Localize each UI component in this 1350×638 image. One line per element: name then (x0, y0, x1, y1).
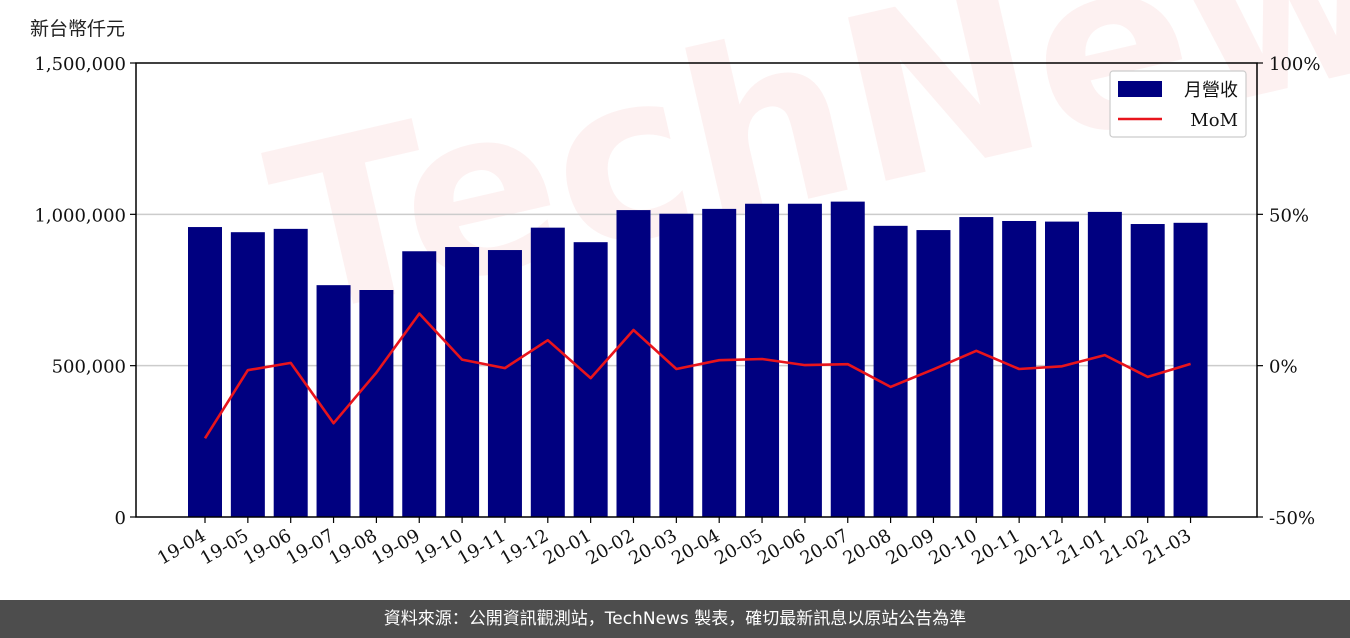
y-left-tick-label: 1,000,000 (34, 205, 126, 226)
unit-label: 新台幣仟元 (30, 18, 126, 40)
line-layer (203, 312, 1191, 439)
x-tick-label: 20-08 (840, 525, 895, 569)
x-tick-label: 19-11 (454, 525, 509, 569)
bar-19-08 (359, 290, 394, 517)
x-tick-label: 20-09 (883, 525, 938, 569)
x-tick-label: 19-12 (497, 525, 552, 569)
bar-19-11 (487, 250, 522, 517)
x-tick-label: 19-07 (283, 525, 338, 569)
bar-layer (188, 201, 1208, 518)
revenue-chart: 0 500,000 1,000,000 1,500,000 -50% 0% 50% 100% 1… (34, 54, 1320, 569)
legend-label-mom: MoM (1190, 110, 1238, 131)
bar-20-12 (1045, 221, 1079, 517)
bar-21-03 (1173, 222, 1208, 518)
x-tick-label: 19-09 (368, 525, 423, 569)
bar-19-10 (445, 247, 480, 517)
legend: 月營收 MoM (1109, 70, 1247, 138)
bar-20-08 (873, 225, 908, 518)
bar-19-04 (188, 227, 222, 517)
x-tick-label: 20-04 (668, 525, 723, 569)
x-tick-label: 19-06 (240, 525, 295, 569)
x-tick-label: 20-01 (540, 525, 595, 569)
x-tick-label: 21-01 (1054, 525, 1109, 569)
bar-19-12 (530, 227, 565, 517)
bar-20-02 (616, 210, 651, 517)
y-left-tick-label: 0 (115, 508, 126, 529)
x-tick-label: 19-08 (325, 525, 380, 569)
y-left-tick-label: 500,000 (52, 357, 126, 378)
bar-20-07 (830, 201, 865, 517)
x-tick-label: 20-07 (797, 525, 852, 569)
bar-19-06 (273, 228, 308, 517)
plot-frame (135, 62, 1258, 518)
x-tick-label: 20-10 (925, 525, 980, 569)
y-right-tick-label: 0% (1269, 357, 1298, 378)
legend-swatch-bar (1118, 81, 1162, 97)
legend-label-revenue: 月營收 (1184, 80, 1238, 101)
x-tick-label: 19-10 (411, 525, 466, 569)
x-tick-label: 20-11 (968, 525, 1023, 569)
bar-20-06 (787, 203, 822, 518)
bar-19-09 (402, 251, 437, 517)
bar-20-01 (573, 242, 608, 518)
bar-19-07 (316, 285, 351, 517)
mom-line (203, 312, 1191, 439)
x-tick-label: 19-05 (197, 525, 252, 569)
bar-21-01 (1087, 211, 1122, 518)
y-right-tick-label: 100% (1269, 54, 1320, 75)
y-left-tick-label: 1,500,000 (34, 54, 126, 75)
y-right-tick-label: -50% (1269, 508, 1315, 529)
x-tick-label: 21-02 (1097, 525, 1152, 569)
bar-20-10 (959, 217, 994, 518)
x-tick-label: 20-03 (625, 525, 680, 569)
x-tick-label: 20-02 (583, 525, 638, 569)
x-tick-label: 20-06 (754, 525, 809, 569)
x-tick-label: 20-05 (711, 525, 766, 569)
x-tick-label: 20-12 (1011, 525, 1066, 569)
x-tick-label: 21-03 (1140, 525, 1195, 569)
footer-source: 資料來源：公開資訊觀測站，TechNews 製表，確切最新訊息以原站公告為準 (0, 600, 1350, 638)
y-right-tick-label: 50% (1269, 205, 1309, 226)
x-tick-label: 19-04 (154, 525, 209, 569)
bar-19-05 (230, 232, 265, 517)
